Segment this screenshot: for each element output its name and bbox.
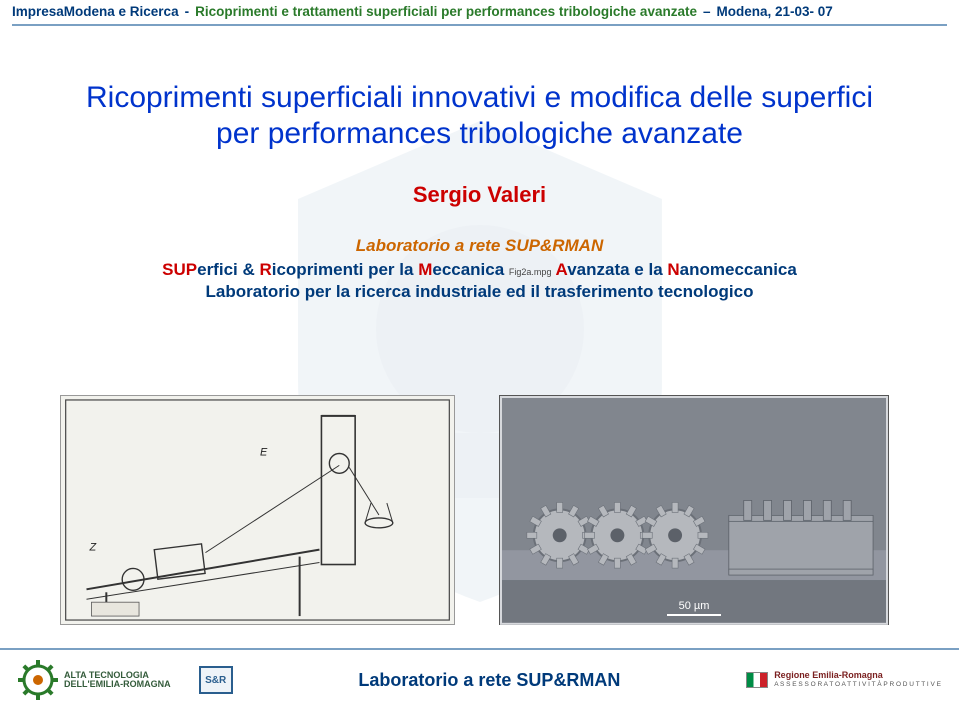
flag-icon — [746, 672, 768, 688]
header-bar: ImpresaModena e Ricerca - Ricoprimenti e… — [0, 4, 959, 19]
header-sep-1: - — [185, 4, 190, 19]
region-name: Regione Emilia-Romagna — [774, 671, 941, 680]
alta-tecnologia-logo: ALTA TECNOLOGIADELL'EMILIA-ROMAGNA — [18, 660, 171, 700]
svg-text:E: E — [260, 446, 268, 458]
transfer-line: Laboratorio per la ricerca industriale e… — [0, 282, 959, 302]
main-content: Ricoprimenti superficiali innovativi e m… — [0, 80, 959, 304]
footer-left: ALTA TECNOLOGIADELL'EMILIA-ROMAGNA S&R — [18, 660, 233, 700]
lab-name: Laboratorio a rete SUP&RMAN — [0, 236, 959, 256]
footer-right: Regione Emilia-Romagna A S S E S S O R A… — [746, 671, 941, 689]
footer-bar: ALTA TECNOLOGIADELL'EMILIA-ROMAGNA S&R L… — [0, 648, 959, 710]
header-rule — [12, 24, 947, 26]
figure-sem-microgears: 50 µm — [499, 395, 889, 625]
gear-icon — [18, 660, 58, 700]
header-topic: Ricoprimenti e trattamenti superficiali … — [195, 4, 697, 19]
svg-text:Z: Z — [88, 542, 96, 554]
header-placedate: Modena, 21-03- 07 — [716, 4, 832, 19]
region-logo: Regione Emilia-Romagna A S S E S S O R A… — [746, 671, 941, 689]
figure-note: Fig2a.mpg — [509, 267, 552, 277]
figure-historical-sketch: Z E — [60, 395, 455, 625]
header-org: ImpresaModena e Ricerca — [12, 4, 179, 19]
region-subtitle: A S S E S S O R A T O A T T I V I T À P … — [774, 682, 941, 689]
figures-row: Z E — [60, 395, 889, 625]
author-name: Sergio Valeri — [0, 182, 959, 208]
alta-tecnologia-text: ALTA TECNOLOGIADELL'EMILIA-ROMAGNA — [64, 671, 171, 690]
header-sep-2: – — [703, 4, 711, 19]
footer-center-text: Laboratorio a rete SUP&RMAN — [358, 670, 620, 691]
slide-title: Ricoprimenti superficiali innovativi e m… — [80, 80, 879, 152]
scale-bar-line — [667, 614, 721, 616]
sr-badge: S&R — [199, 666, 233, 694]
suprman-acronym-line: SUPerfici & Ricoprimenti per la Meccanic… — [0, 260, 959, 280]
scale-bar: 50 µm — [667, 600, 721, 616]
scale-label: 50 µm — [679, 600, 710, 612]
